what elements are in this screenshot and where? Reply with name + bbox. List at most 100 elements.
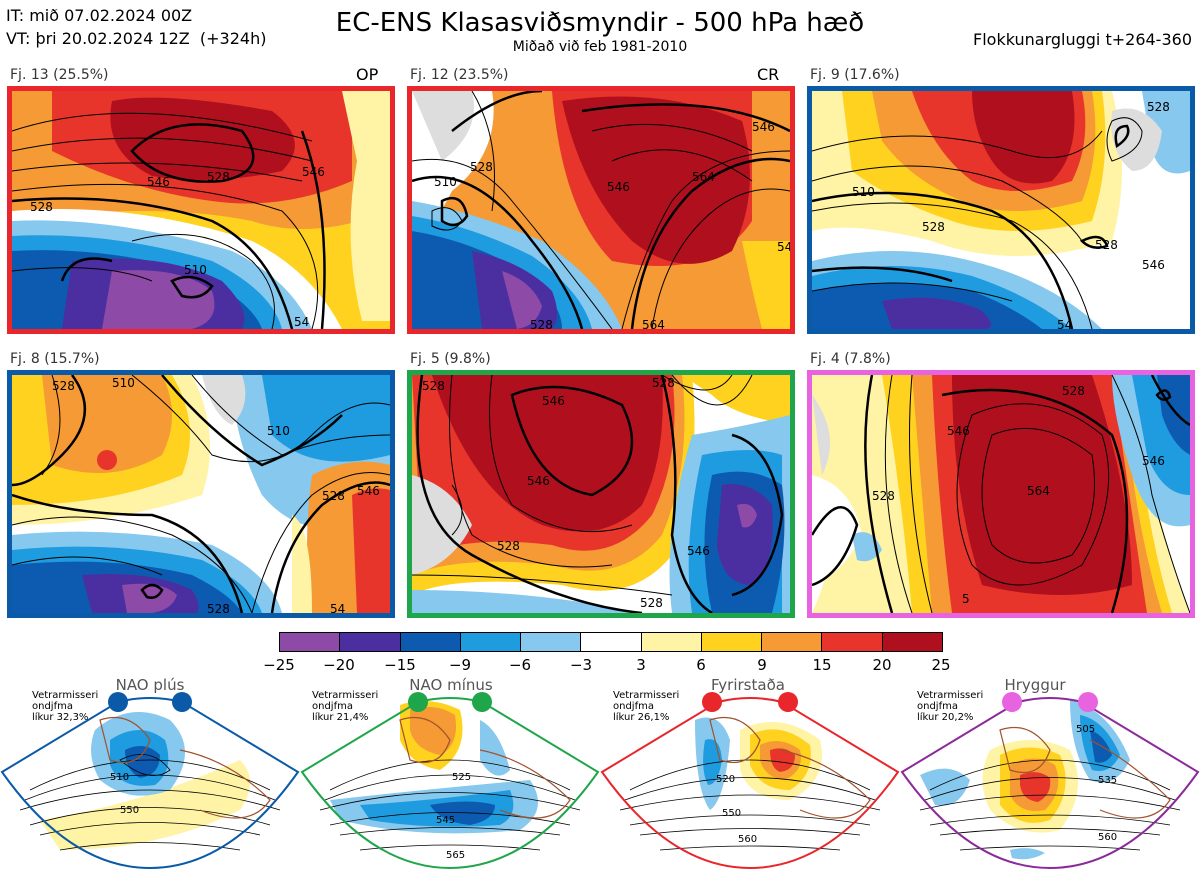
contour-label: 546 [687, 544, 710, 558]
contour-label: 528 [1147, 100, 1170, 114]
colorbar-swatch [882, 633, 942, 651]
colorbar-tick: 9 [757, 656, 767, 674]
contour-label: 546 [947, 424, 970, 438]
contour-label: 510 [184, 263, 207, 277]
header-times: IT: mið 07.02.2024 00Z VT: þri 20.02.2024… [6, 4, 266, 50]
contour-label: 546 [1142, 258, 1165, 272]
map-5-graphic: 528 546 528 546 528 528 546 [412, 375, 790, 613]
regime-3-title: Fyrirstaða [711, 676, 785, 694]
contour-label: 528 [1095, 238, 1118, 252]
map-3-graphic: 528 510 528 528 546 54 [812, 91, 1190, 329]
colorbar-tick: 20 [872, 656, 892, 674]
classification-window: Flokkunargluggi t+264-360 [973, 30, 1192, 49]
contour-label: 528 [530, 318, 553, 329]
contour-label: 54 [294, 315, 309, 329]
colorbar-swatch [701, 633, 763, 651]
contour-label: 560 [1098, 832, 1117, 843]
contour-label: 528 [497, 539, 520, 553]
contour-label: 510 [110, 772, 129, 783]
contour-label: 510 [267, 424, 290, 438]
contour-label: 528 [30, 200, 53, 214]
colorbar-tick: −3 [569, 656, 593, 674]
regime-1-info: Vetrarmisseri ondjfma líkur 32,3% [32, 690, 99, 723]
regime-4-map[interactable]: 505 535 560 [900, 690, 1200, 871]
contour-label: 550 [722, 808, 741, 819]
contour-label: 528 [52, 379, 75, 393]
contour-label: 546 [542, 394, 565, 408]
contour-label: 546 [1142, 454, 1165, 468]
colorbar-swatch [400, 633, 461, 651]
contour-label: 528 [322, 489, 345, 503]
contour-label: 510 [434, 175, 457, 189]
panel-6-label: Fj. 4 (7.8%) [810, 351, 891, 367]
colorbar-tick: −6 [508, 656, 532, 674]
colorbar-swatch [460, 633, 522, 651]
contour-label: 565 [446, 850, 465, 861]
map-6-graphic: 528 546 564 528 546 5 [812, 375, 1190, 613]
colorbar [279, 632, 943, 652]
vt-line: VT: þri 20.02.2024 12Z (+324h) [6, 29, 267, 48]
panel-2-tag: CR [757, 65, 780, 84]
contour-label: 564 [692, 170, 715, 184]
contour-label: 528 [207, 602, 230, 613]
colorbar-tick: 25 [931, 656, 951, 674]
contour-label: 535 [1098, 775, 1117, 786]
contour-label: 5 [962, 592, 970, 606]
cluster-map-1[interactable]: 546 528 510 528 54 546 [7, 86, 395, 334]
regime-2-map[interactable]: 525 545 565 [300, 690, 600, 871]
map-1-graphic: 546 528 510 528 54 546 [12, 91, 390, 329]
contour-label: 528 [640, 596, 663, 610]
contour-label: 560 [738, 834, 757, 845]
contour-label: 505 [1076, 724, 1095, 735]
page-subtitle: Miðað við feb 1981-2010 [512, 39, 688, 55]
panel-2-label: Fj. 12 (23.5%) [410, 67, 509, 83]
regime-2-info: Vetrarmisseri ondjfma líkur 21,4% [312, 690, 379, 723]
panel-4-label: Fj. 8 (15.7%) [10, 351, 100, 367]
panel-1-tag: OP [356, 65, 379, 84]
contour-label: 510 [852, 185, 875, 199]
contour-label: 54 [1057, 318, 1072, 329]
colorbar-swatch [822, 633, 883, 651]
panel-3-label: Fj. 9 (17.6%) [810, 67, 900, 83]
contour-label: 546 [777, 240, 790, 254]
contour-label: 528 [1062, 384, 1085, 398]
map-2-graphic: 546 564 510 528 528 546 564 546 [412, 91, 790, 329]
contour-label: 528 [207, 170, 230, 184]
colorbar-tick: −20 [323, 656, 355, 674]
contour-label: 550 [120, 805, 139, 816]
regime-2-title: NAO mínus [409, 676, 493, 694]
contour-label: 520 [716, 774, 735, 785]
colorbar-tick: −15 [384, 656, 416, 674]
contour-label: 54 [330, 602, 345, 613]
cluster-map-6[interactable]: 528 546 564 528 546 5 [807, 370, 1195, 618]
cluster-map-3[interactable]: 528 510 528 528 546 54 [807, 86, 1195, 334]
contour-label: 528 [470, 160, 493, 174]
colorbar-tick: 15 [812, 656, 832, 674]
it-line: IT: mið 07.02.2024 00Z [6, 6, 193, 25]
cluster-map-4[interactable]: 528 510 510 528 546 528 54 [7, 370, 395, 618]
contour-label: 528 [922, 220, 945, 234]
page-title: EC-ENS Klasasviðsmyndir - 500 hPa hæð [335, 8, 865, 38]
colorbar-swatch [521, 633, 582, 651]
colorbar-swatch [280, 633, 341, 651]
regime-3-map[interactable]: 520 550 560 [600, 690, 900, 871]
colorbar-tick: 6 [696, 656, 706, 674]
colorbar-tick: −25 [263, 656, 295, 674]
contour-label: 546 [527, 474, 550, 488]
cluster-map-5[interactable]: 528 546 528 546 528 528 546 [407, 370, 795, 618]
contour-label: 546 [302, 165, 325, 179]
colorbar-tick: 3 [636, 656, 646, 674]
colorbar-swatch [340, 633, 401, 651]
regime-1-map[interactable]: 510 550 [0, 690, 300, 871]
contour-label: 564 [1027, 484, 1050, 498]
contour-label: 528 [652, 376, 675, 390]
contour-label: 546 [607, 180, 630, 194]
contour-label: 528 [872, 489, 895, 503]
contour-label: 546 [752, 120, 775, 134]
contour-label: 510 [112, 376, 135, 390]
cluster-map-2[interactable]: 546 564 510 528 528 546 564 546 [407, 86, 795, 334]
panel-1-label: Fj. 13 (25.5%) [10, 67, 109, 83]
colorbar-tick: −9 [448, 656, 472, 674]
panel-5-label: Fj. 5 (9.8%) [410, 351, 491, 367]
contour-label: 545 [436, 815, 455, 826]
